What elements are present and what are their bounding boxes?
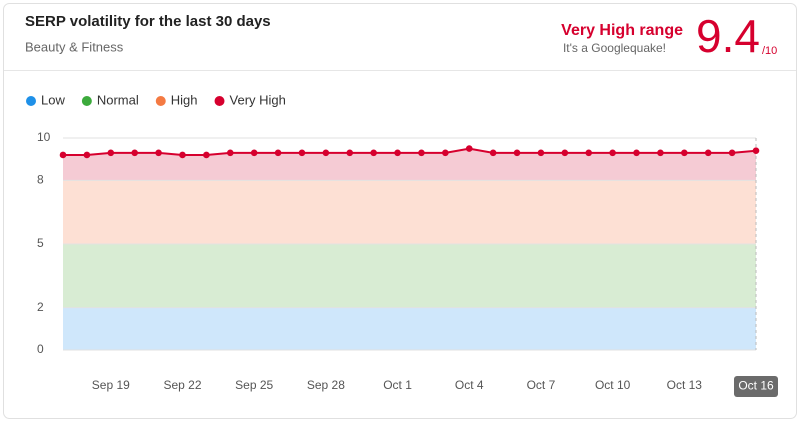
current-day-box bbox=[734, 376, 778, 397]
point bbox=[681, 149, 688, 157]
legend-label: High bbox=[171, 92, 198, 107]
point bbox=[370, 149, 377, 157]
y-tick-label: 10 bbox=[37, 130, 51, 144]
x-tick-label: Sep 22 bbox=[163, 378, 201, 392]
point bbox=[322, 149, 330, 157]
x-tick-label: Oct 16 bbox=[738, 379, 774, 393]
range-note: It's a Googlequake! bbox=[563, 41, 666, 55]
point bbox=[131, 149, 138, 157]
band bbox=[63, 244, 756, 308]
legend-label: Very High bbox=[230, 92, 286, 107]
band-area bbox=[63, 148, 756, 181]
x-tick-label: Oct 1 bbox=[383, 378, 412, 392]
x-tick-label: Sep 19 bbox=[92, 378, 130, 392]
legend-label: Low bbox=[41, 92, 65, 107]
legend-swatch bbox=[81, 96, 92, 106]
legend-label: Normal bbox=[97, 92, 139, 107]
point bbox=[107, 149, 115, 157]
point bbox=[537, 149, 545, 157]
point bbox=[179, 151, 186, 159]
point bbox=[704, 149, 712, 157]
legend-swatch bbox=[155, 96, 166, 106]
point bbox=[250, 149, 258, 157]
x-tick-label: Oct 4 bbox=[455, 378, 484, 392]
point bbox=[465, 145, 473, 152]
range-label: Very High range bbox=[561, 22, 683, 39]
point bbox=[83, 151, 91, 159]
point bbox=[561, 149, 569, 157]
band bbox=[63, 307, 756, 350]
band bbox=[63, 180, 756, 244]
chart-title: SERP volatility for the last 30 days bbox=[25, 13, 271, 30]
x-tick-label: Oct 7 bbox=[527, 378, 556, 392]
score-suffix: /10 bbox=[762, 45, 777, 57]
point bbox=[609, 149, 616, 157]
legend-swatch bbox=[26, 96, 36, 106]
point bbox=[418, 149, 425, 157]
x-tick-label: Oct 13 bbox=[667, 378, 703, 392]
point bbox=[274, 149, 282, 157]
point bbox=[728, 149, 736, 157]
point bbox=[346, 149, 354, 157]
point bbox=[59, 151, 67, 159]
point bbox=[226, 149, 234, 157]
x-tick-label: Sep 28 bbox=[307, 378, 345, 392]
point bbox=[298, 149, 306, 157]
x-tick-label: Sep 25 bbox=[235, 378, 273, 392]
point bbox=[585, 149, 593, 157]
y-tick-label: 2 bbox=[37, 300, 44, 314]
point bbox=[489, 149, 497, 157]
legend-swatch bbox=[214, 96, 225, 106]
chart-subtitle: Beauty & Fitness bbox=[25, 39, 124, 54]
y-tick-label: 0 bbox=[37, 342, 44, 356]
score: 9.4 bbox=[696, 10, 760, 62]
y-tick-label: 8 bbox=[37, 173, 44, 187]
volatility-line bbox=[63, 147, 757, 156]
y-tick-label: 5 bbox=[37, 236, 44, 250]
point bbox=[155, 149, 162, 157]
point bbox=[657, 149, 664, 157]
point bbox=[752, 147, 760, 155]
point bbox=[633, 149, 640, 157]
x-tick-label: Oct 10 bbox=[595, 378, 631, 392]
point bbox=[203, 151, 210, 159]
point bbox=[394, 149, 401, 157]
point bbox=[442, 149, 449, 157]
point bbox=[513, 149, 521, 157]
